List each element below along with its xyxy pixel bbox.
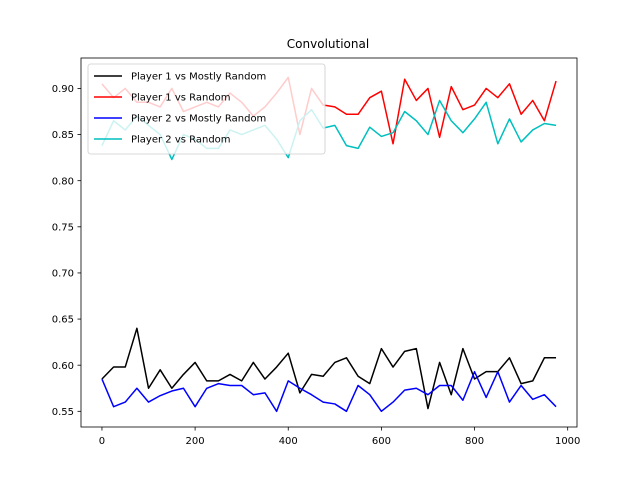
x-tick-label: 600	[372, 436, 391, 447]
legend-label-3: Player 2 vs Mostly Random	[131, 114, 266, 125]
legend: Player 1 vs Mostly Random Player 1 vs Ran…	[87, 63, 326, 155]
legend-label-2: Player 1 vs Random	[131, 93, 231, 104]
series-line-1	[101, 327, 557, 410]
x-tick-label: 0	[99, 436, 105, 447]
legend-box	[87, 63, 326, 155]
y-tick-label: 0.60	[52, 361, 74, 372]
y-tick-label: 0.75	[52, 222, 74, 233]
chart-title: Convolutional	[287, 37, 369, 51]
legend-label-4: Player 2 vs Random	[131, 135, 231, 146]
x-tick-label: 200	[186, 436, 205, 447]
series-line-3	[101, 370, 557, 413]
y-tick-label: 0.65	[52, 315, 74, 326]
y-tick-label: 0.85	[52, 130, 74, 141]
y-tick-label: 0.90	[52, 84, 74, 95]
x-tick-label: 1000	[555, 436, 580, 447]
y-tick-label: 0.80	[52, 176, 74, 187]
x-tick-label: 400	[279, 436, 298, 447]
x-tick-label: 800	[465, 436, 484, 447]
legend-label-1: Player 1 vs Mostly Random	[131, 72, 266, 83]
axes-layer: 0 200 400 600 800 1000 0.55 0.60 0.65 0.70 0.75 0.8…	[52, 57, 580, 447]
y-tick-label: 0.55	[52, 407, 74, 418]
plot-frame	[80, 57, 578, 428]
y-tick-label: 0.70	[52, 269, 74, 280]
